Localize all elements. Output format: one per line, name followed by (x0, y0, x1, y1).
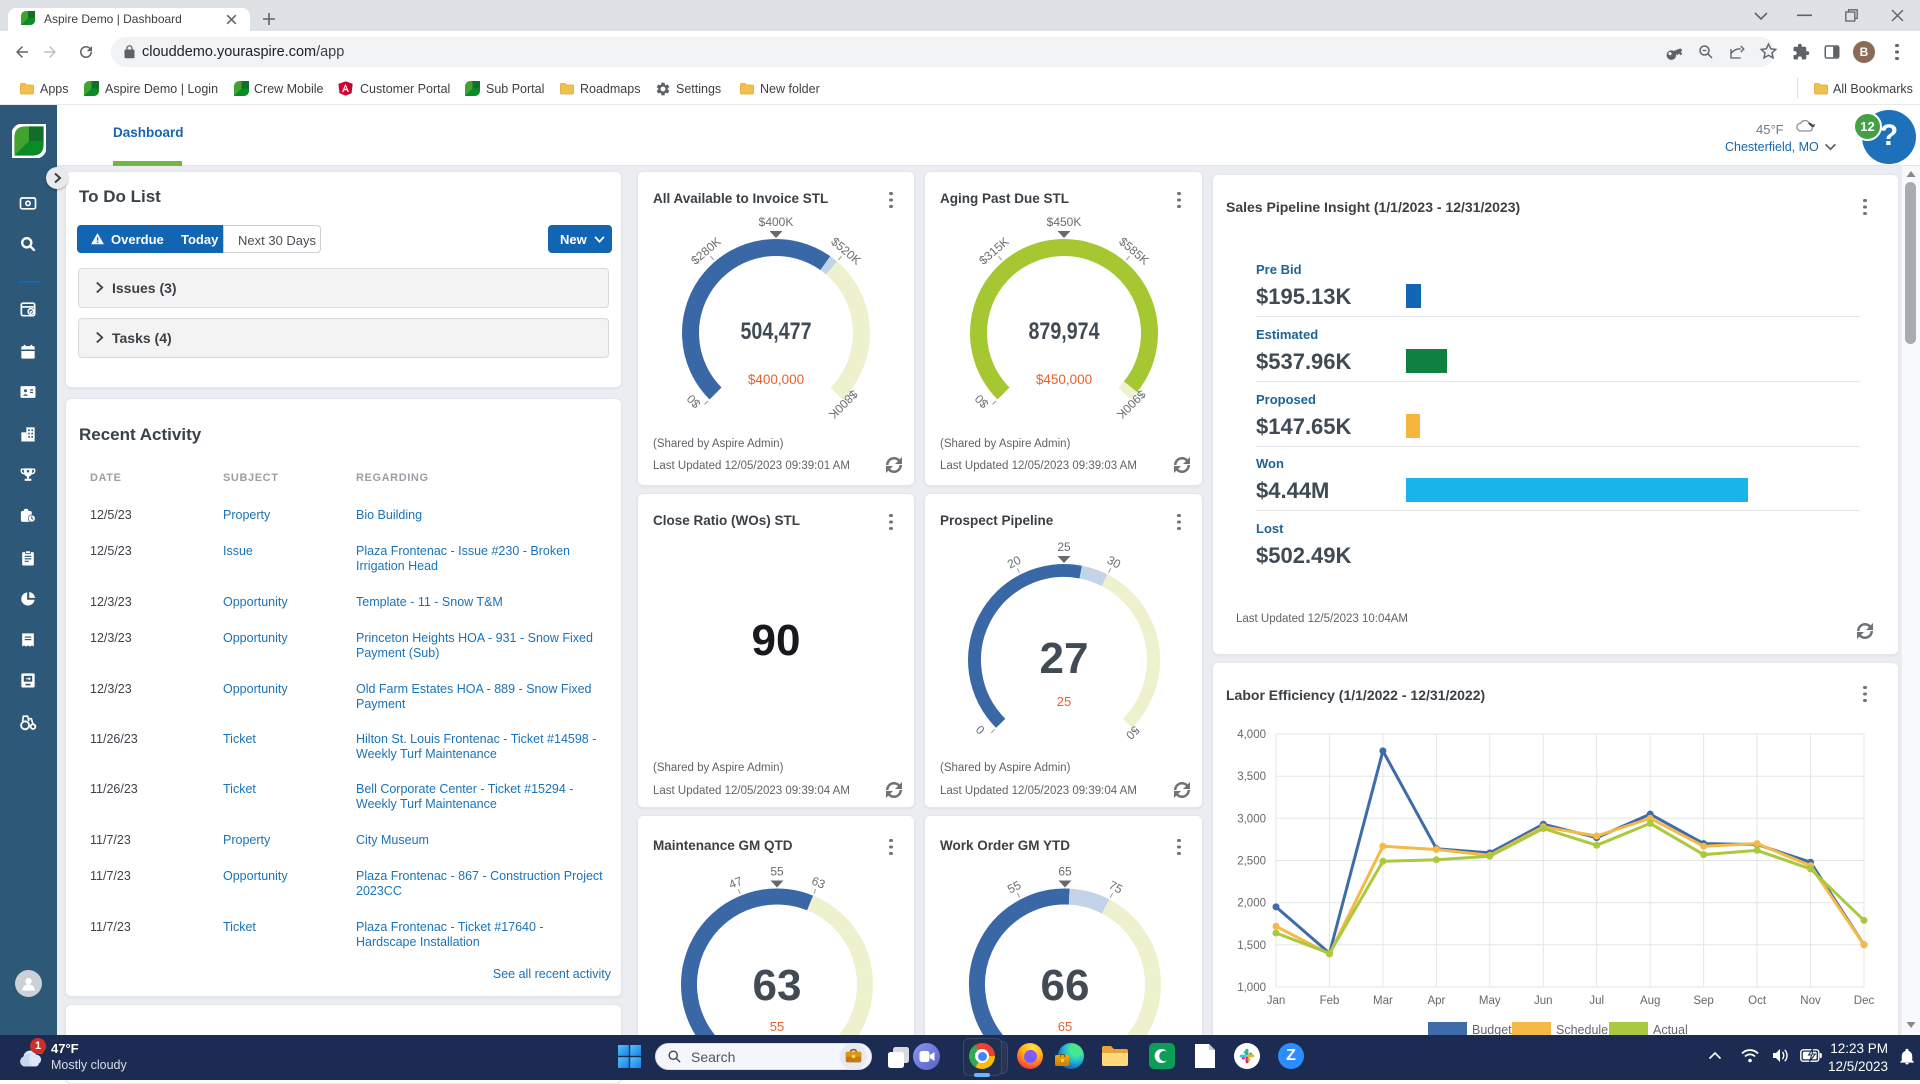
svg-text:3,500: 3,500 (1237, 771, 1266, 783)
svg-text:879,974: 879,974 (1029, 318, 1101, 345)
svg-text:Apr: Apr (1427, 995, 1445, 1007)
svg-text:25: 25 (1057, 694, 1071, 709)
svg-text:2,500: 2,500 (1237, 856, 1266, 868)
svg-text:May: May (1479, 995, 1501, 1007)
svg-text:Aug: Aug (1640, 995, 1660, 1007)
svg-text:$0: $0 (972, 391, 992, 411)
svg-text:2,000: 2,000 (1237, 898, 1266, 910)
svg-text:55: 55 (770, 865, 784, 879)
svg-text:Feb: Feb (1320, 995, 1340, 1007)
svg-text:47: 47 (727, 874, 745, 892)
svg-text:66: 66 (1041, 961, 1090, 1010)
svg-text:55: 55 (770, 1019, 784, 1034)
svg-text:$400K: $400K (759, 215, 794, 229)
svg-text:3,000: 3,000 (1237, 813, 1266, 825)
svg-text:4,000: 4,000 (1237, 729, 1266, 741)
svg-text:Dec: Dec (1854, 995, 1875, 1007)
svg-text:Jun: Jun (1534, 995, 1553, 1007)
svg-text:30: 30 (1105, 553, 1124, 572)
svg-text:Budget: Budget (1472, 1023, 1512, 1035)
svg-text:504,477: 504,477 (741, 318, 812, 345)
svg-text:Jul: Jul (1589, 995, 1604, 1007)
svg-text:$450K: $450K (1047, 215, 1082, 229)
svg-text:Actual: Actual (1653, 1023, 1688, 1035)
svg-text:55: 55 (1005, 878, 1024, 897)
svg-text:1,000: 1,000 (1237, 982, 1266, 994)
svg-text:$0: $0 (684, 391, 704, 411)
svg-text:50: 50 (1123, 723, 1143, 743)
svg-text:20: 20 (1005, 553, 1024, 572)
svg-text:Jan: Jan (1267, 995, 1286, 1007)
svg-text:1,500: 1,500 (1237, 940, 1266, 952)
svg-text:63: 63 (753, 961, 802, 1010)
svg-text:0: 0 (973, 722, 988, 737)
svg-text:$400,000: $400,000 (748, 372, 804, 387)
svg-text:Nov: Nov (1800, 995, 1821, 1007)
svg-text:75: 75 (1107, 878, 1126, 897)
svg-text:Schedule: Schedule (1556, 1023, 1608, 1035)
svg-text:Oct: Oct (1748, 995, 1767, 1007)
svg-text:Mar: Mar (1373, 995, 1393, 1007)
svg-text:63: 63 (810, 874, 828, 892)
svg-text:27: 27 (1040, 634, 1089, 683)
svg-text:65: 65 (1058, 1019, 1072, 1034)
svg-text:Sep: Sep (1693, 995, 1713, 1007)
svg-text:25: 25 (1057, 540, 1071, 554)
svg-text:65: 65 (1058, 865, 1072, 879)
svg-text:$450,000: $450,000 (1036, 372, 1092, 387)
